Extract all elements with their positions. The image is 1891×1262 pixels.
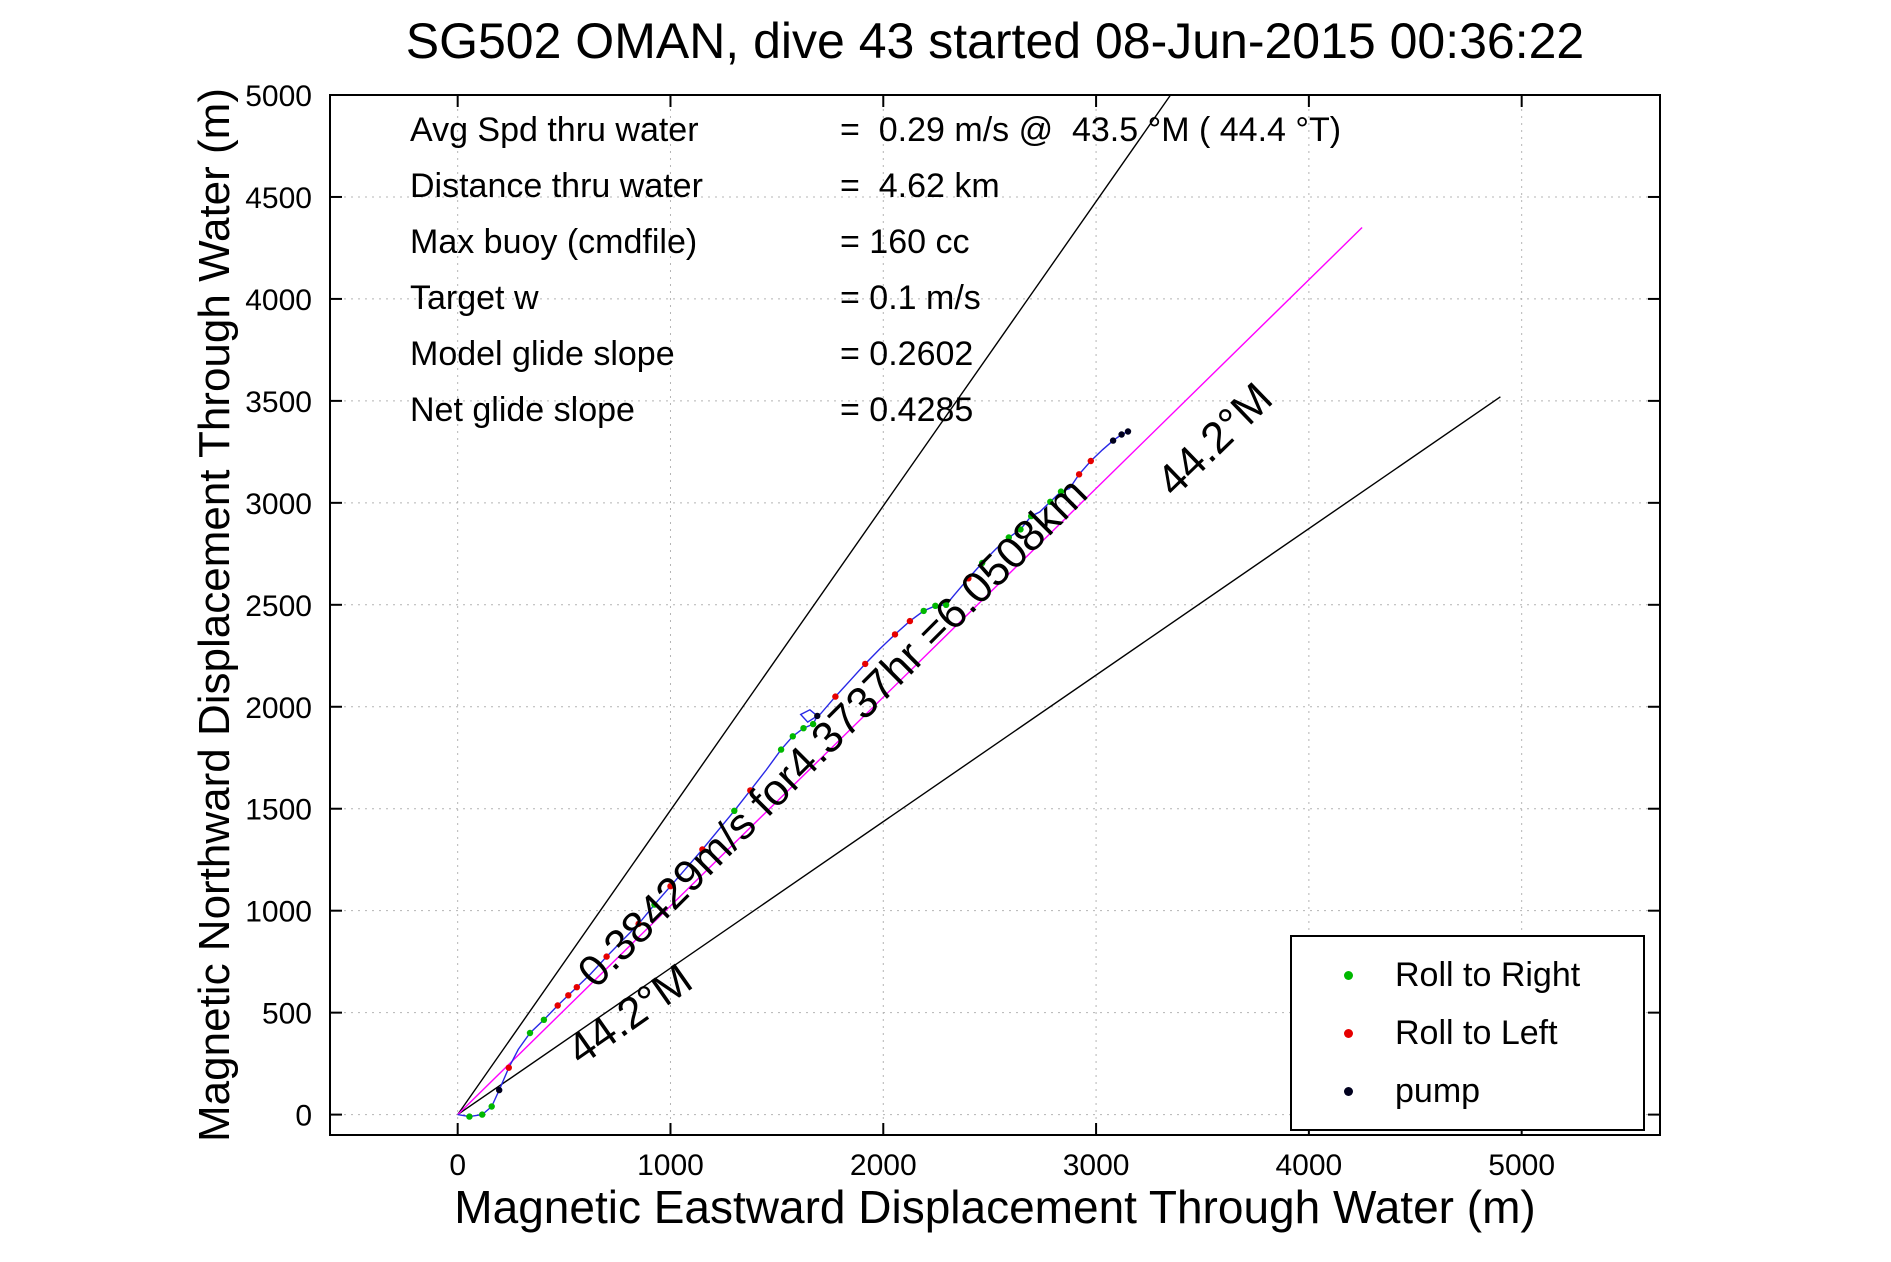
stat-label: Avg Spd thru water (410, 110, 699, 149)
svg-text:0: 0 (295, 1100, 312, 1133)
stat-label: Net glide slope (410, 390, 635, 429)
svg-text:4500: 4500 (245, 182, 312, 215)
stats-block: Avg Spd thru water = 0.29 m/s @ 43.5 °M … (410, 102, 1341, 438)
stat-value: = 160 cc (840, 222, 970, 261)
pump-marker-icon (1344, 1086, 1353, 1096)
legend-item-pump: pump (1292, 1062, 1643, 1120)
svg-text:2000: 2000 (850, 1149, 917, 1182)
stat-row: Target w = 0.1 m/s (410, 270, 1341, 326)
stat-value: = 0.1 m/s (840, 278, 981, 317)
svg-text:1500: 1500 (245, 794, 312, 827)
legend-label: Roll to Left (1395, 1013, 1558, 1052)
stat-row: Net glide slope = 0.4285 (410, 382, 1341, 438)
legend-item-roll-right: Roll to Right (1292, 946, 1643, 1004)
chart-svg: 0 1000 2000 3000 4000 5000 0 500 1000 1500 2000 250… (245, 80, 1661, 1182)
roll-right-marker-icon (1344, 970, 1353, 980)
svg-text:0: 0 (449, 1149, 466, 1182)
stat-label: Distance thru water (410, 166, 703, 205)
svg-text:5000: 5000 (245, 80, 312, 113)
svg-text:4000: 4000 (245, 284, 312, 317)
y-axis-label: Magnetic Northward Displacement Through … (190, 88, 239, 1142)
stat-label: Target w (410, 278, 539, 317)
svg-text:500: 500 (262, 998, 312, 1031)
svg-text:1000: 1000 (245, 896, 312, 929)
roll-left-marker-icon (1344, 1028, 1353, 1038)
legend-label: pump (1395, 1071, 1481, 1110)
stat-label: Max buoy (cmdfile) (410, 222, 698, 261)
stat-label: Model glide slope (410, 334, 675, 373)
svg-text:3000: 3000 (245, 488, 312, 521)
legend-item-roll-left: Roll to Left (1292, 1004, 1643, 1062)
svg-text:4000: 4000 (1276, 1149, 1343, 1182)
stat-row: Max buoy (cmdfile) = 160 cc (410, 214, 1341, 270)
stat-row: Distance thru water = 4.62 km (410, 158, 1341, 214)
svg-text:3500: 3500 (245, 386, 312, 419)
stat-row: Model glide slope = 0.2602 (410, 326, 1341, 382)
svg-text:2500: 2500 (245, 590, 312, 623)
stat-value: = 4.62 km (840, 166, 1000, 205)
stat-value: = 0.29 m/s @ 43.5 °M ( 44.4 °T) (840, 110, 1342, 149)
legend: Roll to Right Roll to Left pump (1290, 935, 1645, 1131)
svg-text:2000: 2000 (245, 692, 312, 725)
stat-value: = 0.4285 (840, 390, 974, 429)
stat-row: Avg Spd thru water = 0.29 m/s @ 43.5 °M … (410, 102, 1341, 158)
x-axis-label: Magnetic Eastward Displacement Through W… (454, 1181, 1536, 1233)
legend-label: Roll to Right (1395, 955, 1581, 994)
svg-text:1000: 1000 (637, 1149, 704, 1182)
svg-text:5000: 5000 (1488, 1149, 1555, 1182)
chart-title: SG502 OMAN, dive 43 started 08-Jun-2015 … (405, 13, 1585, 69)
stat-value: = 0.2602 (840, 334, 974, 373)
svg-text:3000: 3000 (1063, 1149, 1130, 1182)
